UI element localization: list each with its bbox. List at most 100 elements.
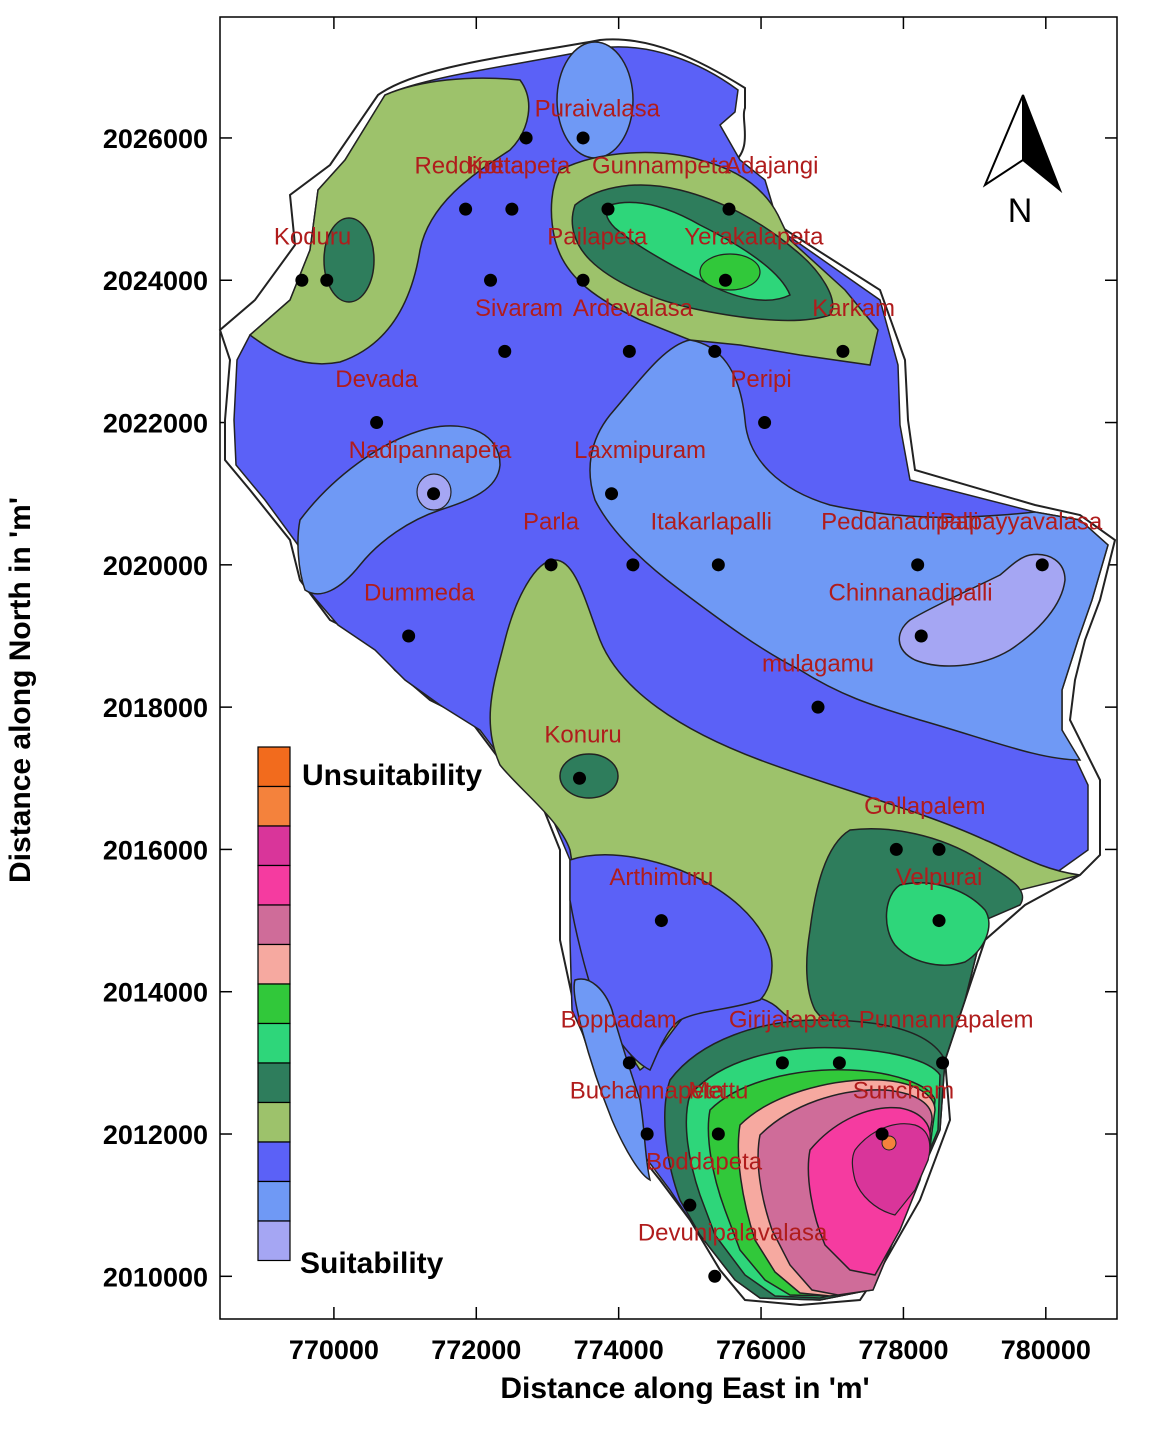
y-tick-label: 2018000 (103, 693, 208, 723)
village-label: Parla (523, 508, 580, 535)
village-point (836, 344, 850, 358)
village-point (459, 202, 473, 216)
legend-color-cell (257, 1180, 291, 1222)
village-point (640, 1127, 654, 1141)
village-label: Laxmipuram (574, 437, 706, 464)
x-tick-label: 772000 (431, 1335, 521, 1365)
village-point (722, 202, 736, 216)
y-tick-label: 2026000 (103, 124, 208, 154)
legend-color-cell (257, 746, 291, 788)
village-point (711, 558, 725, 572)
village-point (519, 131, 533, 145)
village-point (626, 558, 640, 572)
village-point (708, 1269, 722, 1283)
zone-olive-northwest (248, 77, 530, 365)
legend-color-cell (257, 943, 291, 985)
x-tick-label: 776000 (716, 1335, 806, 1365)
y-tick-label: 2010000 (103, 1262, 208, 1292)
legend-bottom-label: Suitability (300, 1247, 444, 1280)
y-tick-label: 2014000 (103, 978, 208, 1008)
legend-color-cell (257, 904, 291, 946)
village-point (758, 416, 772, 430)
village-point (601, 202, 615, 216)
legend-color-cell (257, 825, 291, 867)
village-label: Punnannapalem (859, 1006, 1034, 1033)
village-label: Itakarlapalli (651, 508, 772, 535)
suitability-legend (257, 746, 291, 1262)
zone-lavender-chinnanadipalli (898, 553, 1066, 667)
x-tick-label: 780000 (1001, 1335, 1091, 1365)
village-label: Dummeda (364, 579, 475, 606)
village-label: Mettu (688, 1077, 748, 1104)
village-label: Devada (335, 366, 418, 393)
village-point (718, 273, 732, 287)
axis-tick-labels: 770000 772000 774000 776000 778000 780000 2026… (103, 124, 1091, 1365)
village-point (320, 273, 334, 287)
legend-color-cell (257, 1141, 291, 1183)
zone-light-blue-southwest (573, 978, 652, 1182)
village-label: Arthimuru (609, 864, 713, 891)
north-arrow-icon-right (1022, 94, 1063, 194)
village-point (1035, 558, 1049, 572)
village-label: Peripi (730, 366, 791, 393)
village-point (708, 344, 722, 358)
y-axis-title: Distance along North in 'm' (4, 497, 37, 883)
village-point (505, 202, 519, 216)
village-point (932, 914, 946, 928)
y-tick-label: 2022000 (103, 409, 208, 439)
village-label: Adajangi (725, 153, 818, 180)
village-label: Devunipalavalasa (638, 1220, 828, 1247)
village-point (811, 700, 825, 714)
village-label: Karkam (812, 295, 895, 322)
legend-color-cell (257, 1101, 291, 1143)
axis-ticks (220, 17, 1117, 1319)
legend-color-cell (257, 983, 291, 1025)
village-point (711, 1127, 725, 1141)
x-tick-label: 770000 (289, 1335, 379, 1365)
village-point (484, 273, 498, 287)
village-point (576, 131, 590, 145)
x-tick-label: 778000 (858, 1335, 948, 1365)
village-label: Boppadam (561, 1006, 677, 1033)
zone-dark-green-koduru (323, 217, 375, 303)
zone-bright-green-yerakalapeta (699, 253, 761, 291)
village-point (427, 487, 441, 501)
village-label: Buchannapeta (570, 1077, 725, 1104)
village-label: Reddipeta (414, 153, 524, 180)
x-tick-label: 774000 (574, 1335, 664, 1365)
village-point (911, 558, 925, 572)
x-axis-title: Distance along East in 'm' (500, 1372, 869, 1405)
village-label: Chinnanadipalli (828, 579, 992, 606)
north-arrow: N (982, 94, 1063, 230)
village-point (622, 344, 636, 358)
village-point (498, 344, 512, 358)
village-point (576, 273, 590, 287)
legend-color-cell (257, 864, 291, 906)
village-point (914, 629, 928, 643)
village-label: Konuru (544, 722, 621, 749)
village-label: Suncham (853, 1077, 954, 1104)
zone-magenta-suncham (851, 1123, 931, 1216)
village-label: mulagamu (762, 651, 874, 678)
zone-light-blue-west (297, 425, 501, 595)
y-tick-label: 2012000 (103, 1120, 208, 1150)
village-point (370, 416, 384, 430)
village-point (932, 842, 946, 856)
village-point (875, 1127, 889, 1141)
legend-color-cell (257, 1062, 291, 1104)
village-label: Nadipannapeta (349, 437, 512, 464)
village-label: Peddanadipalli (821, 508, 978, 535)
village-label: Gunnampeta (592, 153, 731, 180)
village-label: Kottapeta (468, 153, 571, 180)
village-point (683, 1198, 697, 1212)
legend-color-cell (257, 1022, 291, 1064)
village-point (832, 1056, 846, 1070)
village-point (295, 273, 309, 287)
village-label: Papayyavalasa (940, 508, 1103, 535)
village-point (936, 1056, 950, 1070)
village-point (775, 1056, 789, 1070)
village-label: Velpurai (896, 864, 983, 891)
village-point (622, 1056, 636, 1070)
y-tick-label: 2016000 (103, 835, 208, 865)
